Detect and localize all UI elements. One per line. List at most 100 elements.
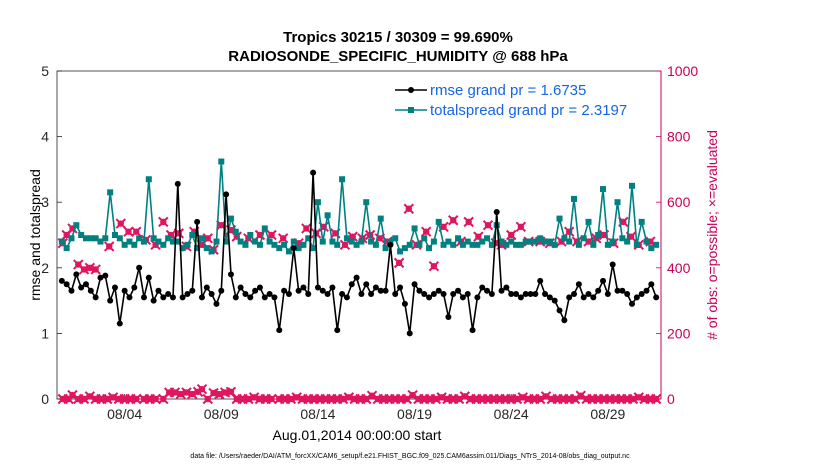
chart-subtitle: RADIOSONDE_SPECIFIC_HUMIDITY @ 688 hPa [228, 48, 568, 65]
series-point-rmse [561, 317, 568, 324]
series-point-rmse [276, 327, 283, 334]
series-point-totalspread [126, 238, 133, 245]
series-point-rmse [546, 294, 553, 301]
series-point-totalspread [300, 241, 307, 248]
series-point-rmse [372, 284, 379, 291]
series-point-rmse [310, 169, 317, 176]
series-point-rmse [488, 291, 495, 298]
y-tick-label: 2 [41, 260, 49, 276]
series-point-totalspread [426, 245, 433, 252]
series-point-rmse [575, 281, 582, 288]
series-point-rmse [184, 291, 191, 298]
series-point-rmse [571, 291, 578, 298]
series-point-totalspread [590, 241, 597, 248]
series-point-rmse [503, 284, 510, 291]
series-point-rmse [324, 291, 331, 298]
obs-evaluated-marker-dot [560, 395, 567, 403]
series-point-rmse [160, 294, 167, 301]
obs-evaluated-marker-dot [606, 395, 613, 403]
obs-evaluated-marker-dot [121, 395, 128, 403]
obs-possible-marker-dot [117, 220, 124, 227]
series-point-totalspread [561, 235, 568, 242]
obs-possible-marker-dot [303, 225, 310, 232]
series-point-totalspread [387, 238, 394, 245]
series-point-rmse [329, 284, 336, 291]
obs-evaluated-marker-dot [210, 389, 217, 397]
series-point-rmse [208, 291, 215, 298]
obs-evaluated-marker-dot [508, 395, 515, 403]
series-point-totalspread [184, 241, 191, 248]
obs-evaluated-marker-dot [525, 395, 532, 403]
series-point-rmse [609, 261, 616, 268]
obs-possible-marker-dot [440, 223, 447, 230]
obs-evaluated-marker-dot [386, 395, 393, 403]
obs-possible-marker-dot [430, 262, 438, 270]
series-point-rmse [440, 291, 447, 298]
series-point-rmse [614, 287, 621, 294]
series-point-totalspread [111, 232, 118, 238]
series-point-totalspread [97, 238, 104, 245]
y2-tick-label: 400 [667, 260, 691, 276]
legend-marker-rmse [408, 87, 414, 93]
series-point-totalspread [406, 241, 413, 248]
obs-possible-marker-dot [465, 218, 472, 226]
series-point-rmse [150, 297, 157, 304]
obs-evaluated-marker-dot [276, 395, 283, 403]
obs-evaluated-marker-dot [198, 385, 206, 393]
series-point-totalspread [368, 238, 375, 245]
series-point-rmse [392, 291, 399, 298]
series-point-totalspread [571, 195, 578, 202]
obs-evaluated-marker-dot [612, 395, 619, 403]
y-tick-label: 1 [41, 325, 49, 341]
series-point-totalspread [194, 245, 201, 252]
series-point-rmse [169, 294, 176, 301]
series-point-rmse [107, 297, 114, 304]
obs-possible-marker-dot [405, 205, 412, 212]
obs-evaluated-marker-dot [554, 395, 561, 403]
obs-evaluated-marker-dot [322, 395, 329, 403]
series-point-rmse [256, 284, 263, 291]
series-point-rmse [455, 287, 462, 294]
series-point-totalspread [450, 241, 457, 248]
series-point-totalspread [513, 241, 520, 248]
series-point-rmse [247, 294, 254, 301]
series-point-totalspread [397, 248, 404, 255]
series-point-totalspread [517, 241, 524, 248]
series-point-totalspread [469, 241, 476, 248]
obs-evaluated-marker-dot [357, 395, 364, 403]
obs-evaluated-marker-dot [641, 395, 648, 403]
x-tick-label: 08/09 [204, 406, 239, 422]
series-point-rmse [165, 291, 172, 298]
series-point-totalspread [213, 238, 220, 245]
series-point-totalspread [237, 238, 244, 245]
obs-evaluated-marker-dot [496, 395, 503, 403]
y-tick-label: 5 [41, 63, 49, 79]
series-point-totalspread [290, 238, 297, 245]
series-point-rmse [474, 294, 481, 301]
obs-evaluated-marker-dot [548, 395, 555, 403]
series-point-totalspread [580, 235, 587, 242]
series-point-totalspread [87, 235, 94, 242]
obs-evaluated-marker-dot [351, 395, 358, 403]
series-point-rmse [600, 277, 607, 284]
x-tick-label: 08/19 [397, 406, 432, 422]
obs-evaluated-marker-dot [374, 395, 382, 403]
series-point-rmse [232, 294, 239, 301]
series-point-totalspread [411, 225, 418, 232]
obs-evaluated-marker-dot [69, 391, 76, 399]
series-point-rmse [363, 281, 370, 288]
data-file-footnote: data file: /Users/raeder/DAI/ATM_forcXX/… [190, 453, 630, 460]
series-point-rmse [78, 284, 85, 291]
series-point-totalspread [479, 238, 486, 245]
series-point-totalspread [546, 238, 553, 245]
obs-possible-marker-dot [585, 238, 592, 245]
series-point-rmse [227, 271, 234, 278]
series-point-totalspread [305, 235, 312, 242]
series-point-rmse [252, 287, 259, 294]
series-point-totalspread [343, 235, 350, 242]
legend-marker-totalspread [408, 107, 414, 113]
obs-evaluated-marker-dot [127, 395, 134, 403]
series-point-totalspread [150, 235, 157, 242]
obs-evaluated-marker-dot [392, 395, 399, 403]
series-point-rmse [111, 284, 118, 291]
